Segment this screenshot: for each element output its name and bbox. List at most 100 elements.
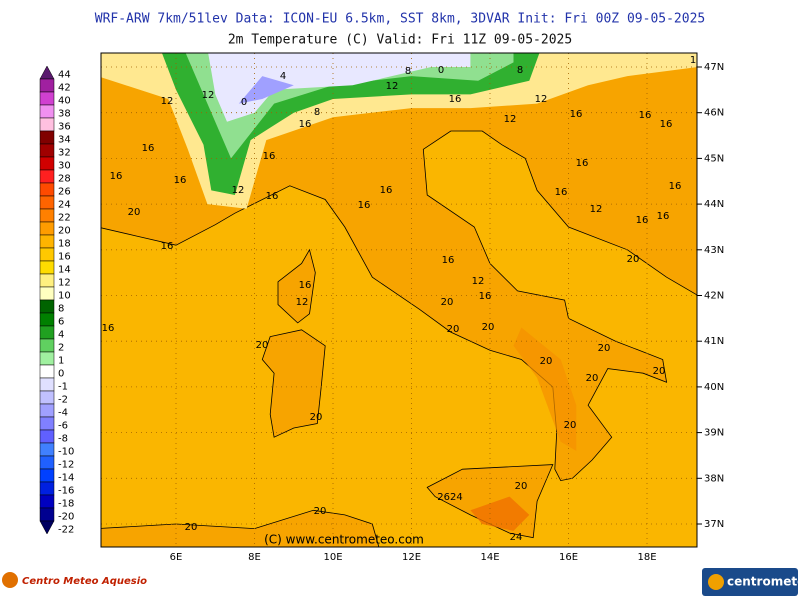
legend-swatch	[39, 481, 55, 496]
legend-swatch	[39, 403, 55, 418]
footer-right-text: centrometeo	[727, 575, 800, 589]
contour-label: 20	[653, 366, 666, 377]
legend-label: -6	[58, 421, 68, 432]
contour-label: 16	[479, 291, 492, 302]
contour-label: 20	[564, 420, 577, 431]
legend-swatch	[39, 91, 55, 106]
contour-label: 20	[540, 356, 553, 367]
contour-label: 0	[241, 97, 247, 108]
logo-icon	[2, 572, 18, 588]
legend-swatch	[39, 442, 55, 457]
legend-swatch	[39, 247, 55, 262]
legend-label: 24	[58, 200, 71, 211]
contour-label: 16	[102, 323, 115, 334]
lat-label: 43N	[704, 245, 724, 256]
legend-swatch	[39, 156, 55, 171]
legend-swatch	[39, 520, 55, 535]
legend-label: 22	[58, 213, 71, 224]
legend-label: -22	[58, 525, 74, 536]
legend-swatch	[39, 130, 55, 145]
legend-swatch	[39, 364, 55, 379]
contour-label: 16	[576, 158, 589, 169]
legend-label: 2	[58, 343, 64, 354]
legend-label: 8	[58, 304, 64, 315]
contour-label: 16	[636, 215, 649, 226]
legend-swatch	[39, 182, 55, 197]
lon-label: 14E	[480, 552, 499, 563]
legend-swatch	[39, 221, 55, 236]
legend-swatch	[39, 208, 55, 223]
contour-label: 12	[535, 94, 548, 105]
lon-label: 12E	[402, 552, 421, 563]
legend-label: 40	[58, 96, 71, 107]
legend-label: -12	[58, 460, 74, 471]
contour-label: 20	[482, 322, 495, 333]
africa	[101, 509, 380, 547]
logo-box	[702, 568, 798, 596]
contour-label: 16	[299, 280, 312, 291]
legend-label: -16	[58, 486, 74, 497]
contour-label: 16	[380, 185, 393, 196]
sardinia	[261, 329, 326, 438]
lat-label: 37N	[704, 519, 724, 530]
legend-label: 32	[58, 148, 71, 159]
legend-label: 42	[58, 83, 71, 94]
contour-label: 16	[639, 110, 652, 121]
contour-label: 12	[161, 96, 174, 107]
contour-label: 16	[555, 187, 568, 198]
legend-swatch	[39, 117, 55, 132]
legend-swatch	[39, 507, 55, 522]
corsica	[277, 248, 316, 324]
lon-label: 6E	[170, 552, 183, 563]
contour-label: 0	[438, 65, 444, 76]
legend-label: -14	[58, 473, 74, 484]
legend-label: -2	[58, 395, 68, 406]
legend-swatch	[39, 299, 55, 314]
contour-label: 20	[598, 343, 611, 354]
legend-swatch	[39, 234, 55, 249]
header-line1: WRF-ARW 7km/51lev Data: ICON-EU 6.5km, S…	[95, 12, 705, 27]
legend-label: 6	[58, 317, 64, 328]
contour-label: 16	[299, 119, 312, 130]
footer-left: Centro Meteo Aquesio	[2, 572, 147, 588]
contour-label: 20	[627, 254, 640, 265]
legend-label: -10	[58, 447, 74, 458]
contour-label: 16	[449, 94, 462, 105]
contour-label: 16	[110, 171, 123, 182]
contour-label: 16	[442, 255, 455, 266]
legend-label: 30	[58, 161, 71, 172]
contour-label: 16	[161, 241, 174, 252]
legend-label: 26	[58, 187, 71, 198]
legend-label: 34	[58, 135, 71, 146]
contour-label: 12	[590, 204, 603, 215]
lat-label: 42N	[704, 291, 724, 302]
contour-label: 12	[504, 114, 517, 125]
alps-coldest	[238, 76, 294, 104]
legend-swatch	[39, 377, 55, 392]
lon-label: 16E	[559, 552, 578, 563]
legend-label: -20	[58, 512, 74, 523]
legend-swatch	[39, 104, 55, 119]
contour-label: 16	[657, 211, 670, 222]
legend-label: 16	[58, 252, 71, 263]
contour-label: 4	[280, 71, 286, 82]
lat-label: 47N	[704, 62, 724, 73]
contour-label: 16	[266, 191, 279, 202]
legend-label: 38	[58, 109, 71, 120]
warm-area	[513, 327, 577, 451]
contour-label: 20	[256, 340, 269, 351]
legend-swatch	[39, 494, 55, 509]
legend-label: 18	[58, 239, 71, 250]
legend-swatch	[39, 429, 55, 444]
legend-swatch	[39, 286, 55, 301]
legend-label: 20	[58, 226, 71, 237]
legend-swatch	[39, 325, 55, 340]
lat-label: 40N	[704, 382, 724, 393]
contour-label: 20	[310, 412, 323, 423]
legend-label: -8	[58, 434, 68, 445]
legend-label: 4	[58, 330, 64, 341]
contour-label: 12	[296, 297, 309, 308]
lat-label: 44N	[704, 199, 724, 210]
legend-swatch	[39, 416, 55, 431]
